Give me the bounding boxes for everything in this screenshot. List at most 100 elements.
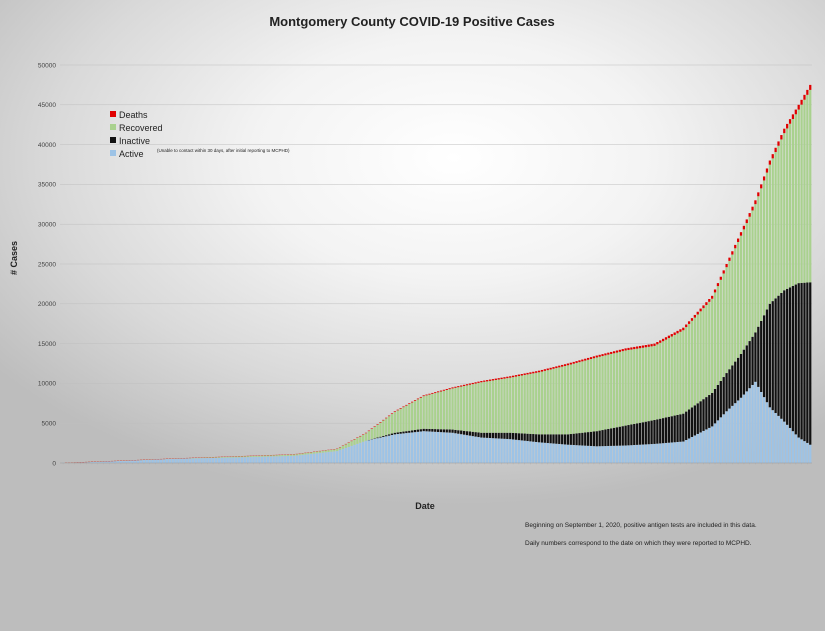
bar-inactive	[734, 361, 737, 404]
bar-deaths	[713, 289, 717, 293]
bar-active	[633, 445, 636, 463]
bar-active	[390, 434, 394, 463]
bar-active	[188, 458, 192, 463]
bar-recovered	[739, 235, 743, 354]
bar-recovered	[500, 379, 503, 433]
bar-recovered	[191, 457, 195, 459]
bar-recovered	[333, 449, 336, 452]
bar-inactive	[685, 411, 688, 440]
bar-inactive	[636, 423, 639, 445]
bar-deaths	[589, 357, 593, 360]
bar-inactive	[751, 336, 754, 385]
bar-active	[310, 453, 313, 463]
bar-recovered	[791, 119, 795, 286]
bar-active	[647, 444, 650, 463]
bar-active	[350, 445, 353, 463]
bar-active	[255, 456, 258, 463]
bar-active	[494, 438, 497, 463]
bar-inactive	[612, 427, 616, 446]
bar-active	[803, 441, 806, 463]
bar-active	[93, 461, 96, 463]
bar-recovered	[344, 444, 347, 448]
bar-recovered	[488, 380, 492, 433]
bar-inactive	[760, 320, 763, 392]
bar-inactive	[413, 429, 417, 433]
bar-recovered	[402, 407, 405, 432]
bar-deaths	[659, 340, 662, 343]
bar-recovered	[719, 279, 722, 382]
bar-active	[396, 434, 399, 463]
bar-recovered	[491, 380, 495, 433]
bar-recovered	[289, 454, 293, 456]
bar-inactive	[708, 395, 711, 428]
bar-deaths	[650, 344, 653, 347]
bar-recovered	[263, 455, 267, 457]
bar-active	[266, 456, 270, 463]
bar-active	[252, 456, 255, 463]
bar-active	[457, 433, 460, 463]
bar-active	[592, 446, 596, 463]
bar-inactive	[794, 284, 797, 435]
bar-recovered	[578, 362, 581, 434]
bar-recovered	[745, 223, 748, 346]
bar-active	[425, 431, 428, 463]
y-tick-label: 45000	[38, 102, 56, 109]
bar-inactive	[803, 282, 806, 442]
bar-active	[212, 457, 215, 463]
bar-recovered	[460, 386, 463, 431]
bar-active	[442, 432, 446, 463]
bar-deaths	[509, 376, 512, 378]
bar-recovered	[598, 356, 601, 431]
bar-active	[563, 444, 567, 463]
bar-active	[578, 445, 581, 463]
bar-recovered	[529, 373, 532, 434]
bar-active	[636, 444, 639, 463]
bar-inactive	[633, 423, 636, 446]
bar-recovered	[243, 456, 246, 458]
bar-recovered	[338, 447, 342, 451]
bar-active	[783, 421, 786, 463]
bar-active	[85, 461, 88, 463]
bar-active	[618, 445, 621, 463]
bar-recovered	[659, 342, 662, 419]
bar-recovered	[760, 188, 763, 321]
bar-active	[673, 442, 676, 463]
bar-deaths	[745, 219, 748, 224]
bar-recovered	[754, 204, 757, 333]
bar-active	[771, 410, 774, 463]
bar-recovered	[722, 273, 725, 378]
bar-active	[162, 459, 166, 463]
bar-active	[552, 443, 555, 463]
bar-deaths	[477, 381, 480, 383]
bar-inactive	[762, 315, 766, 398]
bar-recovered	[275, 455, 278, 457]
bar-inactive	[390, 433, 394, 435]
bar-recovered	[575, 362, 578, 434]
bar-deaths	[762, 176, 766, 181]
bar-deaths	[791, 114, 795, 119]
bar-inactive	[437, 429, 440, 432]
bar-deaths	[751, 206, 754, 211]
bar-active	[281, 456, 284, 463]
bar-inactive	[457, 430, 460, 434]
bar-inactive	[595, 431, 598, 447]
bar-active	[777, 415, 780, 463]
bar-inactive	[572, 433, 575, 446]
bar-inactive	[650, 420, 653, 445]
bar-deaths	[725, 264, 728, 268]
bar-recovered	[584, 360, 587, 433]
bar-recovered	[362, 434, 365, 442]
bar-recovered	[618, 351, 621, 427]
bar-active	[258, 456, 261, 463]
bar-inactive	[739, 353, 743, 398]
bar-deaths	[760, 184, 763, 189]
bar-recovered	[258, 455, 261, 457]
bar-deaths	[376, 424, 379, 425]
bar-deaths	[457, 386, 460, 388]
bar-active	[370, 439, 373, 463]
bar-deaths	[786, 123, 789, 129]
bar-inactive	[529, 433, 532, 442]
bar-active	[595, 446, 598, 463]
bar-active	[659, 443, 662, 463]
bar-recovered	[716, 286, 720, 385]
